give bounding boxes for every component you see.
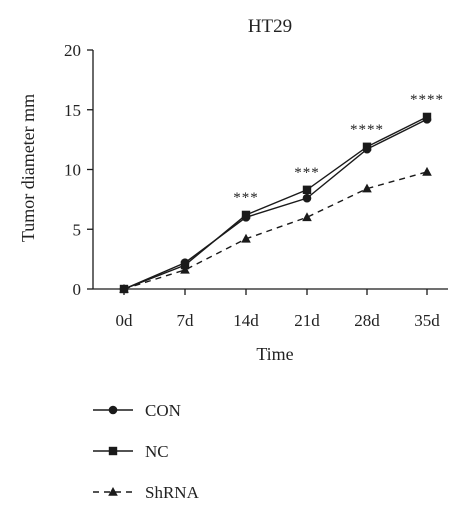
axes: 0 5 10 15 20 0d 7d 14d 21d 28d 35d [64, 41, 448, 330]
data-point-nc [302, 185, 312, 195]
legend-marker-shrna [108, 487, 118, 496]
legend-marker-nc [108, 446, 118, 456]
data-point-nc [422, 112, 432, 122]
x-tick-label: 21d [294, 311, 320, 330]
x-tick-label: 35d [414, 311, 440, 330]
data-point-shrna [302, 212, 312, 222]
x-tick-label: 14d [233, 311, 259, 330]
significance-label: *** [233, 190, 259, 206]
series-line-con [123, 118, 428, 290]
y-tick-label: 20 [64, 41, 81, 60]
legend-label-shrna: ShRNA [145, 483, 200, 502]
legend: CON NC ShRNA [93, 401, 200, 502]
data-point-nc [241, 210, 251, 220]
data-point-shrna [119, 284, 129, 293]
data-point-shrna [180, 264, 190, 274]
series-layer [119, 112, 432, 294]
data-point-shrna [241, 233, 251, 243]
significance-label: **** [350, 122, 384, 138]
significance-label: **** [410, 92, 444, 108]
y-axis-label: Tumor diameter mm [18, 94, 38, 242]
legend-label-con: CON [145, 401, 181, 420]
significance-annotations: ************** [233, 92, 444, 206]
x-tick-label: 7d [177, 311, 195, 330]
data-point-shrna [422, 166, 432, 176]
y-tick-label: 0 [73, 280, 82, 299]
data-point-con [302, 193, 312, 203]
x-axis-label: Time [256, 344, 293, 364]
x-tick-label: 28d [354, 311, 380, 330]
series-line-nc [123, 116, 428, 290]
chart-title: HT29 [248, 16, 292, 37]
legend-label-nc: NC [145, 442, 169, 461]
significance-label: *** [294, 165, 320, 181]
y-tick-label: 15 [64, 101, 81, 120]
data-point-nc [362, 142, 372, 151]
y-tick-label: 5 [73, 220, 82, 239]
data-point-shrna [362, 183, 372, 193]
y-tick-label: 10 [64, 161, 81, 180]
legend-marker-con [108, 405, 118, 415]
x-tick-label: 0d [116, 311, 134, 330]
